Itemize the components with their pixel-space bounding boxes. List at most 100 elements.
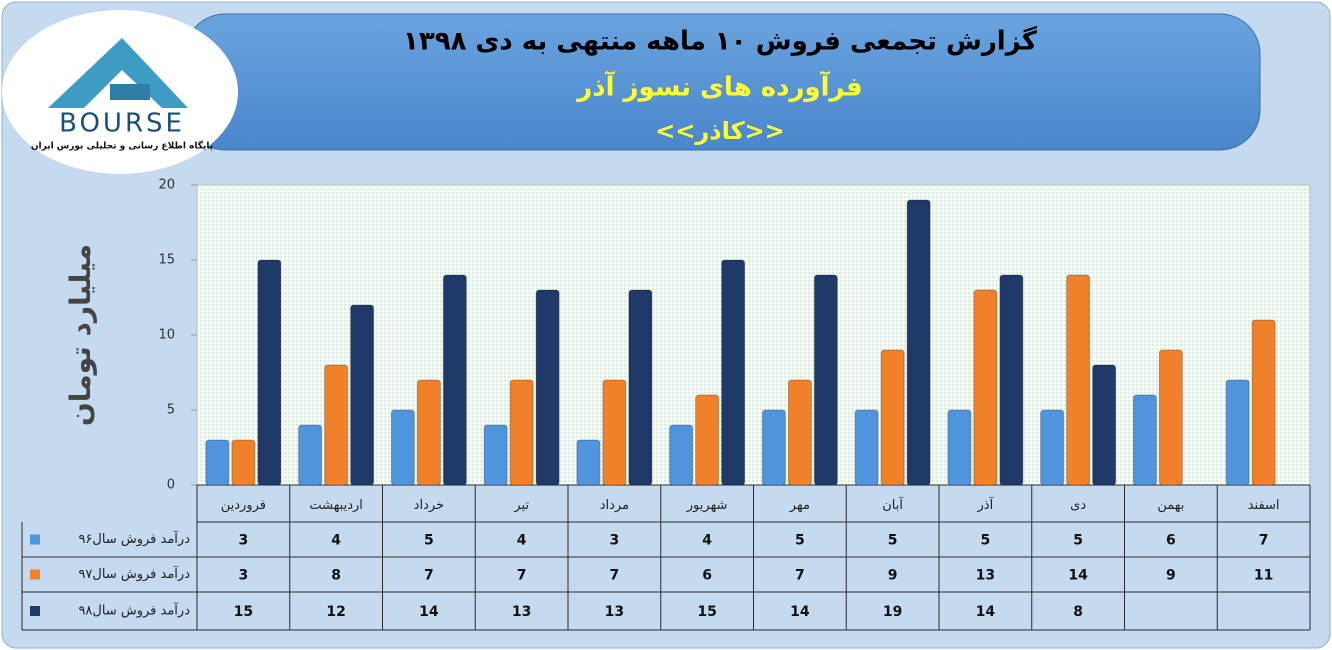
table-value: 5 <box>795 533 805 549</box>
bar <box>298 424 323 486</box>
table-value: 8 <box>331 568 341 584</box>
table-value: 7 <box>1259 533 1269 549</box>
bar <box>576 439 601 486</box>
bar <box>509 379 534 486</box>
bar <box>669 424 694 486</box>
bar <box>761 409 786 486</box>
table-value: 15 <box>697 604 716 620</box>
table-value: 6 <box>1166 533 1176 549</box>
table-value: 19 <box>883 604 902 620</box>
x-tick-label: فروردین <box>221 498 266 513</box>
bar <box>813 274 838 486</box>
bar <box>535 289 560 486</box>
table-value: 14 <box>976 604 996 620</box>
x-tick-label: آذر <box>977 496 995 513</box>
y-axis-title: میلیارد تومان <box>64 244 97 426</box>
x-tick-label: شهریور <box>686 498 728 513</box>
legend-swatch <box>30 569 40 580</box>
x-tick-label: مرداد <box>600 498 629 513</box>
bar <box>350 304 375 486</box>
table-value: 5 <box>1073 533 1083 549</box>
chart-title: گزارش تجمعی فروش ۱۰ ماهه منتهی به دی ۱۳۹… <box>403 26 1038 57</box>
y-tick-label: 15 <box>158 253 175 268</box>
bar <box>1040 409 1065 486</box>
table-value: 4 <box>702 533 712 549</box>
x-tick-label: بهمن <box>1157 498 1184 513</box>
legend-label: درآمد فروش سال۹۷ <box>78 565 190 582</box>
company-label: <<کاذر>> <box>655 117 785 145</box>
bar <box>721 259 746 486</box>
legend-swatch <box>30 606 40 616</box>
bar <box>787 379 812 486</box>
table-value: 13 <box>605 604 624 620</box>
y-tick-label: 5 <box>167 403 175 418</box>
y-tick-label: 10 <box>158 328 175 343</box>
table-value: 14 <box>419 604 439 620</box>
bar <box>695 394 720 486</box>
bar <box>880 349 905 486</box>
bar <box>999 274 1024 486</box>
bar <box>947 409 972 486</box>
bar <box>973 289 998 486</box>
x-tick-label: اسفند <box>1248 498 1280 513</box>
table-value: 3 <box>239 533 249 549</box>
bar <box>854 409 879 486</box>
table-value: 9 <box>888 568 898 584</box>
table-value: 7 <box>517 568 527 584</box>
table-value: 11 <box>1254 568 1273 584</box>
table-value: 4 <box>331 533 341 549</box>
x-tick-label: دی <box>1070 498 1086 513</box>
bar <box>324 364 349 486</box>
bar <box>257 259 282 486</box>
table-value: 5 <box>424 533 434 549</box>
y-tick-label: 0 <box>167 478 175 493</box>
bar <box>483 424 508 486</box>
legend-label: درآمد فروش سال۹۶ <box>78 530 190 547</box>
x-tick-label: آبان <box>882 496 904 513</box>
bar <box>1066 274 1091 486</box>
bar <box>1251 319 1276 486</box>
logo-tagline: پایگاه اطلاع رسانی و تحلیلی بورس ایران <box>31 140 213 152</box>
table-value: 14 <box>1068 568 1088 584</box>
table-value: 7 <box>424 568 434 584</box>
bar <box>1225 379 1250 486</box>
table-value: 9 <box>1166 568 1176 584</box>
table-value: 3 <box>610 533 620 549</box>
chart-subtitle: فرآورده های نسوز آذر <box>575 71 862 103</box>
table-value: 14 <box>790 604 810 620</box>
x-tick-label: خرداد <box>414 498 444 513</box>
legend-label: درآمد فروش سال۹۸ <box>78 602 190 619</box>
table-value: 13 <box>512 604 531 620</box>
bar <box>906 199 931 486</box>
x-tick-label: تیر <box>513 498 529 513</box>
table-value: 5 <box>888 533 898 549</box>
table-value: 6 <box>702 568 712 584</box>
bar <box>390 409 415 486</box>
table-value: 4 <box>517 533 527 549</box>
table-value: 8 <box>1073 604 1083 620</box>
logo-mark <box>48 38 188 108</box>
table-value: 13 <box>976 568 995 584</box>
y-tick-label: 20 <box>158 178 175 193</box>
bar <box>205 439 230 486</box>
plot-area <box>196 184 1311 486</box>
bar <box>1092 364 1117 486</box>
bar <box>602 379 627 486</box>
bar <box>231 439 256 486</box>
bar <box>1158 349 1183 486</box>
bar <box>442 274 467 486</box>
x-tick-label: مهر <box>789 498 810 513</box>
table-value: 7 <box>610 568 620 584</box>
bar <box>1132 394 1157 486</box>
table-value: 7 <box>795 568 805 584</box>
bar <box>416 379 441 486</box>
logo-name: BOURSE <box>59 109 185 139</box>
table-value: 5 <box>981 533 991 549</box>
legend-swatch <box>30 534 40 545</box>
table-value: 12 <box>326 604 345 620</box>
table-value: 3 <box>239 568 249 584</box>
table-value: 15 <box>234 604 253 620</box>
x-tick-label: اردیبهشت <box>309 498 363 513</box>
